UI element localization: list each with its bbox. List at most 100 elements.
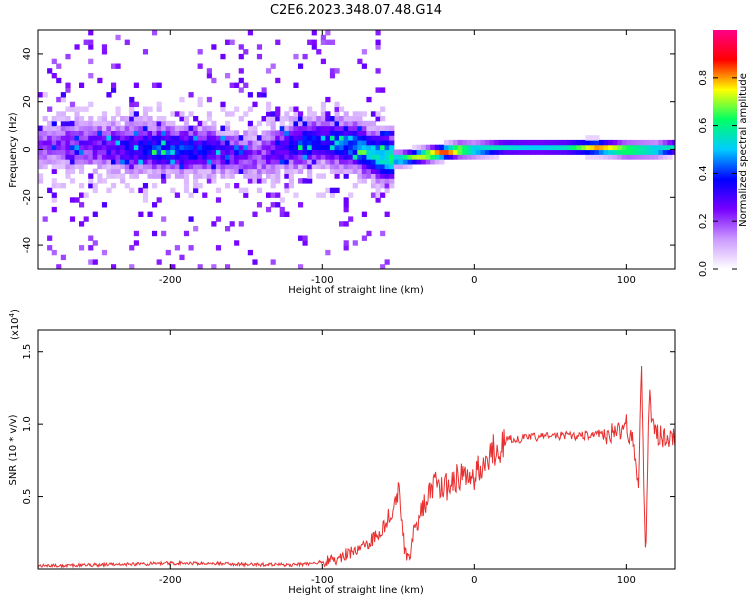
spectrogram-cell: [275, 77, 281, 84]
spectrogram-cell: [352, 159, 358, 165]
spectrogram-cell: [79, 163, 85, 170]
spectrogram-cell: [471, 149, 477, 155]
spectrogram-cell: [375, 44, 381, 50]
spectrogram-cell: [375, 183, 381, 189]
spectrogram-cell: [65, 106, 71, 112]
spectrogram-cell: [129, 154, 135, 160]
spectrogram-cell: [266, 111, 272, 117]
spectrogram-cell: [375, 39, 381, 45]
spectrogram-cell: [38, 163, 44, 170]
spectrogram-cell: [74, 154, 80, 160]
spectrogram-cell: [174, 111, 180, 117]
spectrogram-cell: [507, 149, 513, 155]
spectrogram-cell: [133, 149, 139, 155]
spectrogram-cell: [384, 259, 390, 265]
spectrogram-cell: [279, 130, 285, 136]
spectrogram-cell: [79, 183, 85, 189]
spectrogram-cell: [183, 120, 190, 127]
spectrogram-cell: [325, 111, 331, 117]
spectrogram-cell: [462, 139, 468, 146]
spectrogram-cell: [617, 144, 623, 151]
spectrogram-cell: [649, 139, 655, 146]
spectrogram-cell: [530, 144, 536, 151]
spectrogram-cell: [133, 101, 139, 108]
spectrogram-cell: [352, 135, 358, 141]
spectrogram-cell: [343, 154, 349, 160]
spectrogram-cell: [270, 139, 276, 146]
spectrogram-cell: [535, 144, 541, 151]
spectrogram-cell: [106, 159, 112, 165]
spectrogram-cell: [115, 106, 121, 112]
spectrogram-cell: [161, 125, 167, 131]
spectrogram-cell: [252, 135, 258, 141]
spectrogram-cell: [662, 144, 668, 151]
spectrogram-cell: [202, 125, 208, 131]
spectrogram-cell: [307, 159, 313, 165]
spectrogram-cell: [366, 149, 372, 155]
spectrogram-cell: [252, 125, 258, 131]
spectrogram-cell: [512, 144, 518, 151]
spectrogram-cell: [60, 144, 66, 151]
spectrogram-cell: [179, 149, 185, 155]
spectrogram-cell: [348, 120, 354, 127]
spectrogram-cell: [133, 82, 139, 88]
spectrogram-cell: [197, 183, 203, 189]
spectrogram-cell: [79, 106, 85, 112]
spectrogram-cell: [298, 111, 304, 117]
spectrogram-cell: [279, 149, 285, 155]
spectrogram-cell: [165, 144, 171, 151]
spectrogram-cell: [307, 168, 313, 174]
spectrogram-cell: [412, 154, 418, 160]
spectrogram-cell: [183, 139, 190, 146]
spectrogram-cell: [229, 168, 235, 174]
spectrogram-cell: [142, 192, 149, 198]
spectrogram-cell: [594, 135, 600, 141]
spectrogram-cell: [97, 173, 103, 179]
spectrogram-cell: [261, 92, 267, 98]
spectrogram-cell: [585, 149, 591, 155]
spectrogram-cell: [361, 211, 367, 217]
spectrogram-cell: [60, 125, 66, 131]
spectrogram-y-label: Frequency (Hz): [8, 112, 19, 188]
spectrogram-cell: [384, 139, 390, 146]
spectrogram-cell: [252, 144, 258, 151]
spectrogram-cell: [161, 116, 167, 122]
spectrogram-cell: [526, 139, 532, 146]
spectrogram-cell: [589, 144, 596, 151]
spectrogram-cell: [562, 149, 568, 155]
spectrogram-cell: [580, 139, 586, 146]
spectrogram-cell: [47, 120, 53, 127]
spectrogram-cell: [97, 135, 103, 141]
spectrogram-cell: [234, 144, 240, 151]
spectrogram-cell: [88, 259, 94, 265]
spectrogram-cell: [152, 183, 158, 189]
spectrogram-cell: [115, 163, 121, 170]
spectrogram-cell: [115, 144, 121, 151]
spectrogram-cell: [375, 135, 381, 141]
spectrogram-cell: [389, 168, 395, 174]
spectrogram-cell: [284, 168, 290, 174]
spectrogram-cell: [56, 116, 62, 122]
spectrogram-cell: [97, 139, 103, 146]
spectrogram-cell: [462, 144, 468, 151]
spectrogram-cell: [147, 144, 153, 151]
spectrogram-cell: [152, 125, 158, 131]
spectrogram-cell: [179, 254, 185, 261]
spectrogram-cell: [156, 116, 162, 122]
spectrogram-cell: [133, 144, 139, 151]
spectrogram-cell: [243, 135, 249, 141]
spectrogram-cell: [261, 130, 267, 136]
snr-y-label: SNR (10 * v/v): [8, 414, 19, 485]
spectrogram-cell: [120, 130, 126, 136]
spectrogram-cell: [448, 149, 454, 155]
spectrogram-cell: [594, 149, 600, 155]
spectrogram-cell: [320, 149, 326, 155]
spectrogram-cell: [293, 106, 299, 112]
spectrogram-cell: [51, 192, 57, 198]
spectrogram-cell: [307, 163, 313, 170]
spectrogram-cell: [311, 154, 317, 160]
spectrogram-cell: [384, 187, 390, 194]
spectrogram-cell: [662, 154, 668, 160]
spectrogram-cell: [211, 120, 217, 127]
spectrogram-cell: [179, 154, 185, 160]
